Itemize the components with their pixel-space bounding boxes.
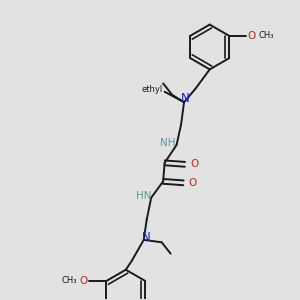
Text: CH₃: CH₃: [61, 276, 76, 285]
Text: CH₃: CH₃: [259, 31, 274, 40]
Text: O: O: [189, 178, 197, 188]
Text: HN: HN: [136, 191, 152, 201]
Text: O: O: [248, 31, 256, 41]
Text: ethyl: ethyl: [142, 85, 163, 94]
Text: O: O: [190, 159, 199, 169]
Text: NH: NH: [160, 138, 176, 148]
Text: N: N: [181, 92, 190, 105]
Text: O: O: [80, 276, 88, 286]
Text: N: N: [142, 231, 151, 244]
